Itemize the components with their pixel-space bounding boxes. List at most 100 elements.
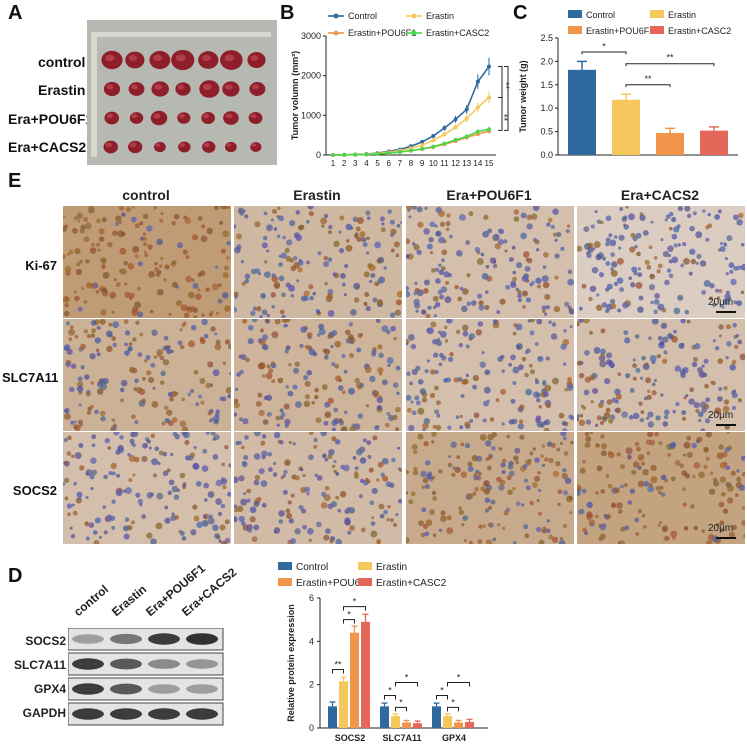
ihc-nucleus bbox=[410, 491, 416, 497]
ihc-nucleus bbox=[477, 293, 483, 299]
ihc-nucleus bbox=[721, 451, 728, 458]
ihc-nucleus bbox=[464, 421, 471, 428]
tumor-highlight bbox=[203, 142, 210, 148]
ihc-nucleus bbox=[715, 522, 720, 527]
ihc-nucleus bbox=[379, 372, 383, 376]
ihc-nucleus bbox=[492, 537, 497, 542]
ihc-nucleus bbox=[552, 208, 559, 215]
sig-label: ** bbox=[501, 82, 510, 90]
x-tick-label: 8 bbox=[409, 159, 414, 168]
tumor bbox=[250, 142, 262, 152]
ihc-nucleus bbox=[605, 308, 610, 314]
ihc-nucleus bbox=[187, 291, 195, 299]
ihc-nucleus bbox=[406, 339, 410, 345]
ihc-nucleus bbox=[693, 401, 700, 409]
ihc-nucleus bbox=[376, 299, 383, 305]
ihc-nucleus bbox=[217, 298, 223, 304]
ihc-nucleus bbox=[599, 420, 605, 426]
ihc-nucleus bbox=[426, 327, 434, 335]
ihc-nucleus bbox=[487, 455, 492, 460]
blot-band bbox=[72, 658, 104, 670]
ihc-nucleus bbox=[709, 296, 713, 301]
ihc-nucleus bbox=[221, 540, 228, 544]
ihc-nucleus bbox=[349, 353, 354, 359]
ihc-nucleus bbox=[128, 342, 133, 346]
ihc-nucleus bbox=[160, 370, 166, 377]
ihc-nucleus bbox=[682, 241, 687, 247]
ihc-nucleus bbox=[680, 263, 685, 268]
ihc-nucleus bbox=[355, 226, 361, 232]
data-point bbox=[331, 153, 335, 157]
ihc-nucleus bbox=[591, 266, 599, 274]
ihc-nucleus bbox=[433, 314, 437, 318]
ihc-nucleus bbox=[631, 469, 637, 475]
data-point bbox=[464, 134, 469, 139]
ihc-nucleus bbox=[166, 348, 172, 355]
ihc-nucleus bbox=[536, 284, 541, 289]
tumor-highlight bbox=[251, 143, 257, 147]
ihc-nucleus bbox=[292, 384, 298, 390]
ihc-nucleus bbox=[239, 369, 244, 375]
ihc-nucleus bbox=[332, 272, 337, 277]
ihc-nucleus bbox=[595, 304, 603, 311]
ihc-nucleus bbox=[111, 499, 116, 504]
ihc-nucleus bbox=[127, 346, 133, 352]
ihc-nucleus bbox=[131, 206, 135, 209]
blot-lane bbox=[68, 628, 224, 651]
ihc-nucleus bbox=[672, 409, 676, 414]
ihc-nucleus bbox=[660, 492, 666, 497]
ihc-nucleus bbox=[271, 273, 277, 278]
ihc-nucleus bbox=[541, 305, 547, 311]
ihc-nucleus bbox=[664, 279, 670, 286]
ihc-nucleus bbox=[160, 256, 164, 261]
ihc-nucleus bbox=[239, 417, 244, 422]
ihc-nucleus bbox=[260, 293, 266, 299]
ihc-nucleus bbox=[470, 300, 477, 306]
ihc-nucleus bbox=[674, 365, 682, 372]
ihc-nucleus bbox=[142, 232, 147, 236]
ihc-nucleus bbox=[726, 341, 732, 347]
ihc-nucleus bbox=[546, 519, 550, 523]
ihc-nucleus bbox=[722, 405, 730, 413]
ihc-nucleus bbox=[277, 377, 284, 384]
ihc-nucleus bbox=[501, 369, 505, 373]
ihc-nucleus bbox=[578, 508, 585, 515]
ihc-nucleus bbox=[368, 467, 374, 473]
ihc-nucleus bbox=[106, 345, 113, 352]
ihc-nucleus bbox=[125, 487, 132, 495]
ihc-nucleus bbox=[664, 409, 670, 415]
ihc-nucleus bbox=[662, 336, 669, 343]
ihc-nucleus bbox=[78, 442, 84, 448]
ihc-nucleus bbox=[621, 216, 627, 222]
ihc-nucleus bbox=[74, 420, 78, 424]
ihc-nucleus bbox=[638, 295, 644, 301]
blot-band bbox=[72, 708, 104, 720]
ihc-nucleus bbox=[156, 348, 164, 356]
ihc-nucleus bbox=[270, 361, 276, 366]
ihc-nucleus bbox=[217, 282, 222, 288]
ihc-nucleus bbox=[424, 369, 429, 374]
y-axis-label: Tumor weight (g) bbox=[518, 60, 528, 132]
ihc-nucleus bbox=[284, 247, 290, 253]
ihc-nucleus bbox=[473, 474, 479, 481]
ihc-nucleus bbox=[234, 295, 238, 299]
ihc-nucleus bbox=[130, 216, 137, 223]
sig-bracket bbox=[395, 682, 418, 687]
ihc-nucleus bbox=[439, 294, 445, 300]
ihc-nucleus bbox=[255, 400, 262, 407]
ihc-nucleus bbox=[143, 236, 148, 241]
ihc-nucleus bbox=[544, 384, 552, 392]
ihc-nucleus bbox=[500, 388, 506, 395]
ihc-nucleus bbox=[390, 325, 396, 332]
ihc-nucleus bbox=[127, 453, 131, 457]
ihc-nucleus bbox=[624, 525, 630, 531]
ihc-nucleus bbox=[151, 401, 159, 408]
ihc-nucleus bbox=[253, 453, 261, 460]
ihc-nucleus bbox=[264, 319, 269, 323]
ihc-nucleus bbox=[524, 372, 529, 378]
blot-band bbox=[186, 659, 218, 669]
ihc-nucleus bbox=[374, 241, 382, 249]
sig-label: ** bbox=[334, 660, 342, 670]
ihc-nucleus bbox=[724, 256, 728, 260]
ihc-nucleus bbox=[172, 260, 177, 265]
